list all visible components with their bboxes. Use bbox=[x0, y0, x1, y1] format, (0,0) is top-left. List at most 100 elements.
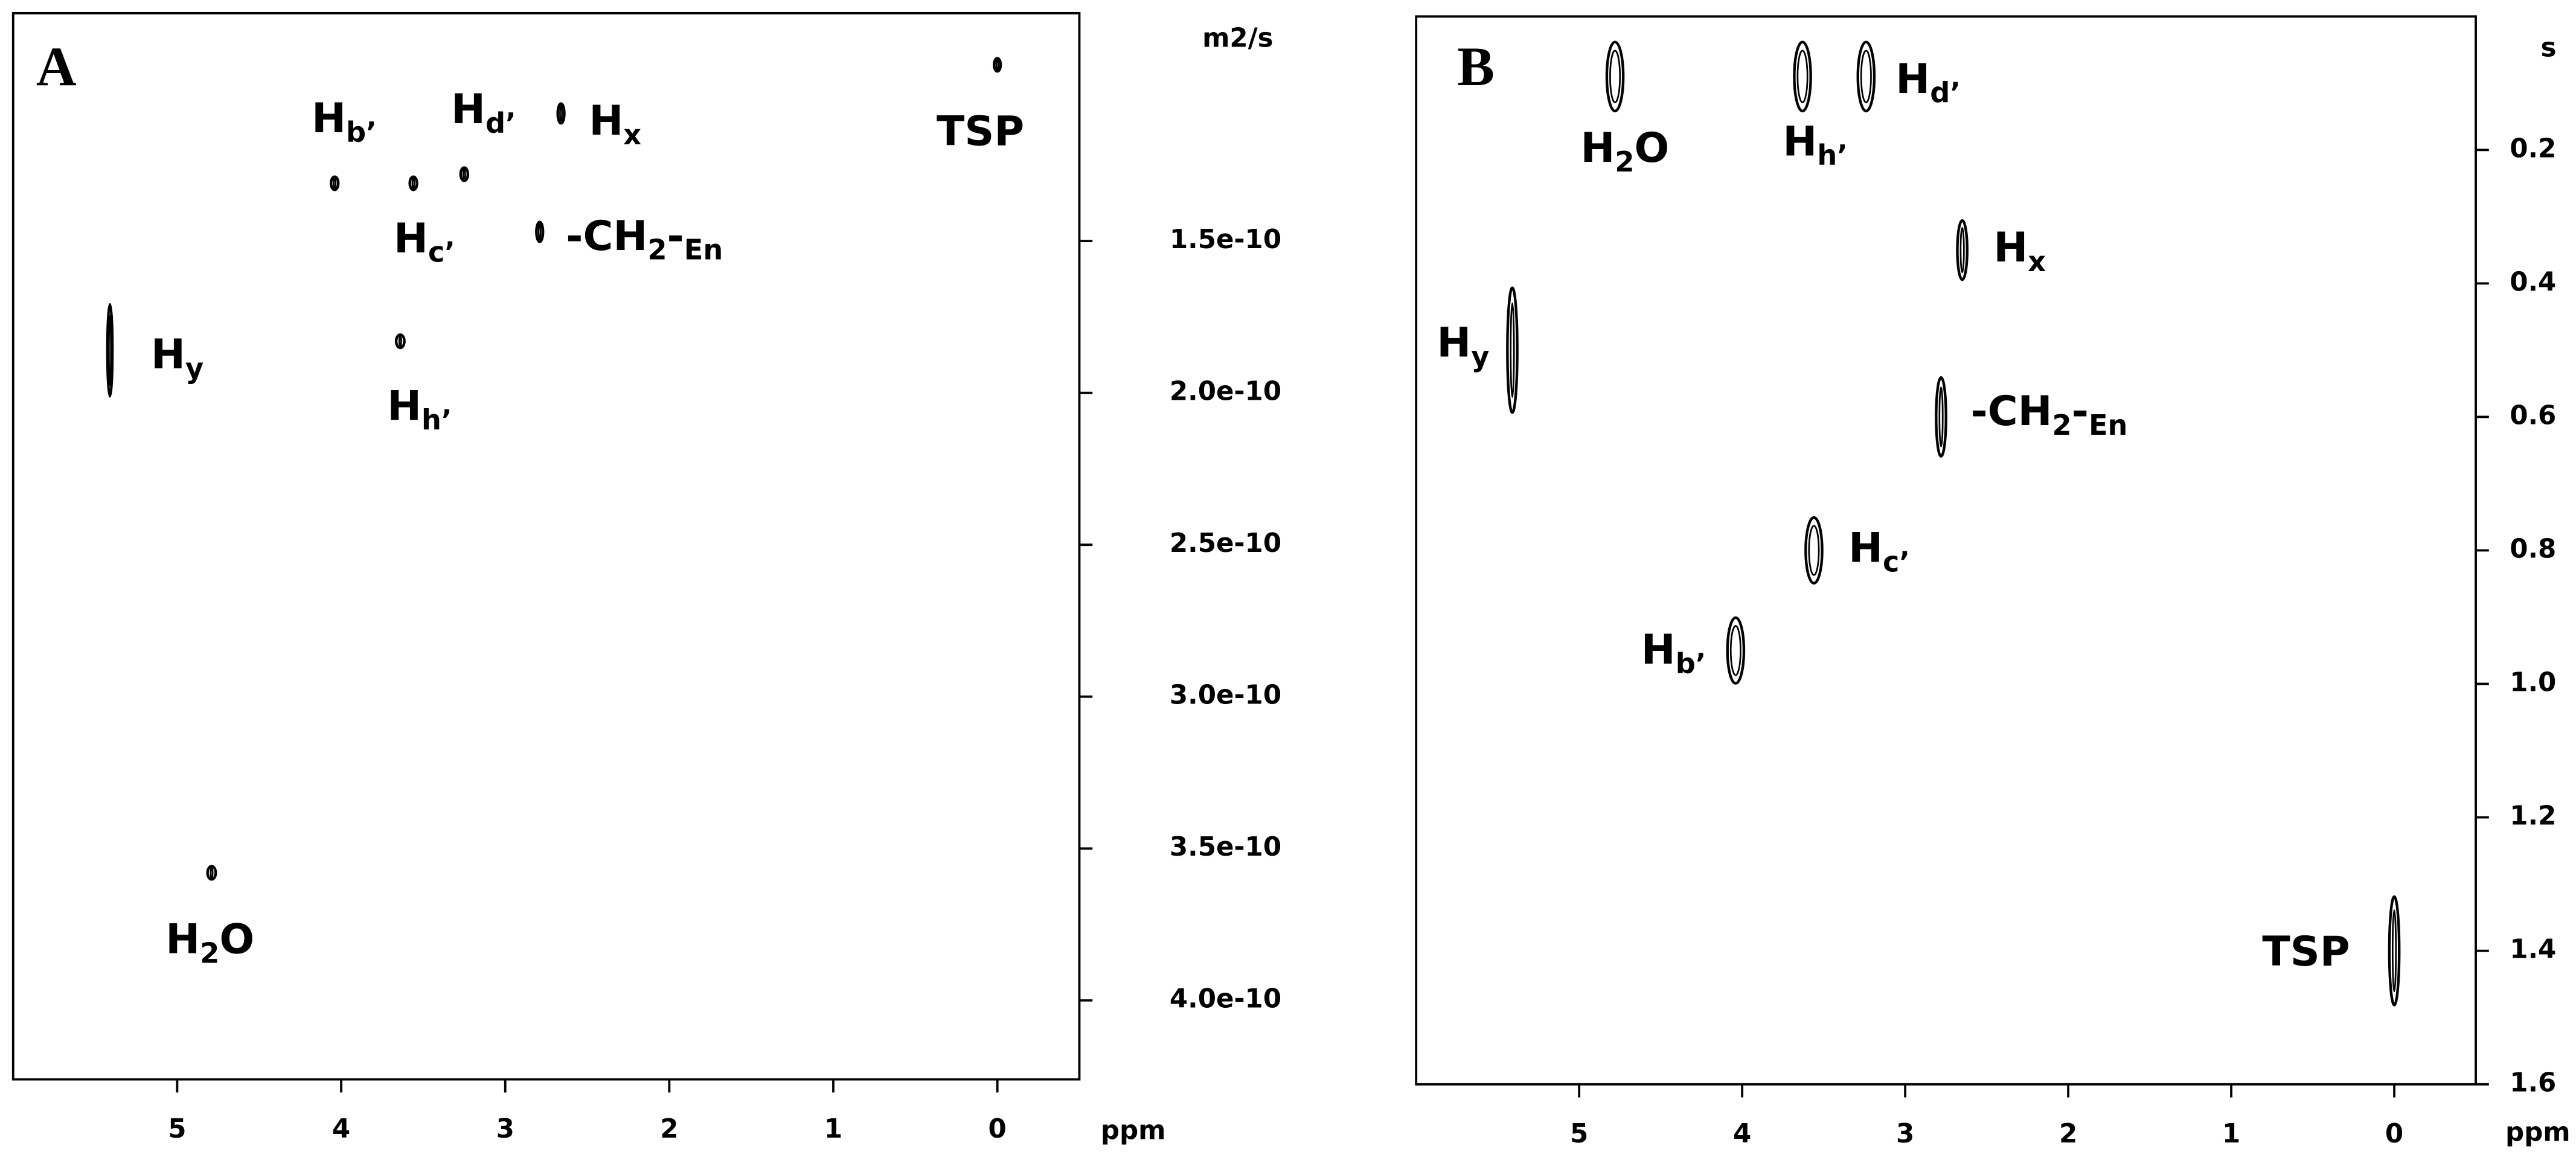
peak-core bbox=[462, 168, 466, 180]
label-text: H bbox=[1895, 55, 1930, 103]
label-subscript: 2 bbox=[200, 937, 219, 969]
label-text: TSP bbox=[2262, 928, 2350, 976]
peak-core bbox=[1959, 227, 1965, 274]
y-tick-label: 1.2 bbox=[2510, 801, 2556, 831]
x-axis-label: ppm bbox=[1101, 1116, 1166, 1146]
peak-contour bbox=[2388, 895, 2401, 1007]
peak-contour bbox=[206, 865, 217, 881]
y-tick-label: 2.5e-10 bbox=[1170, 528, 1281, 559]
x-tick-label: 0 bbox=[2385, 1119, 2403, 1149]
label-text: H bbox=[165, 915, 200, 963]
label-subscript: h’ bbox=[1817, 139, 1848, 171]
panel-label: A bbox=[36, 36, 77, 98]
label-subscript: d’ bbox=[1930, 76, 1961, 109]
y-tick-label: 1.5e-10 bbox=[1170, 225, 1281, 255]
label-subscript: 2 bbox=[647, 233, 667, 266]
label-text: O bbox=[219, 915, 254, 963]
y-tick-label: 0.2 bbox=[2510, 133, 2556, 164]
y-tick-label: 4.0e-10 bbox=[1170, 984, 1281, 1014]
peak-contour bbox=[1935, 376, 1947, 458]
x-tick-label: 4 bbox=[1733, 1119, 1751, 1149]
x-tick-label: 3 bbox=[1896, 1119, 1914, 1149]
y-tick-label: 0.6 bbox=[2510, 400, 2556, 431]
label-text: H bbox=[151, 331, 185, 379]
y-tick-label: 1.0 bbox=[2510, 668, 2556, 698]
x-tick-label: 1 bbox=[2222, 1119, 2240, 1149]
peak-contour bbox=[1506, 286, 1519, 414]
peak-label: Hx bbox=[1993, 224, 2046, 278]
label-text: H bbox=[312, 95, 346, 143]
peak-label: Hd’ bbox=[451, 86, 516, 139]
x-tick-label: 4 bbox=[332, 1114, 350, 1144]
peak-label: Hx bbox=[589, 97, 641, 151]
x-tick-label: 5 bbox=[168, 1114, 186, 1144]
label-text: - bbox=[2072, 388, 2089, 435]
peak-core bbox=[995, 59, 999, 71]
peak-label: Hh’ bbox=[387, 382, 452, 436]
x-tick-label: 3 bbox=[496, 1114, 514, 1144]
peak-contour bbox=[1804, 516, 1824, 585]
peak-label: Hc’ bbox=[1848, 524, 1910, 578]
peak-label: -CH2-En bbox=[566, 212, 723, 266]
peak-contour bbox=[330, 175, 340, 191]
panel-label: B bbox=[1457, 36, 1495, 98]
peak-core bbox=[1808, 525, 1820, 576]
peak-contour bbox=[556, 102, 566, 125]
peak-contour bbox=[993, 57, 1002, 73]
peak-contour bbox=[535, 220, 545, 243]
x-tick-label: 0 bbox=[988, 1114, 1007, 1144]
x-tick-label: 2 bbox=[2059, 1119, 2077, 1149]
label-subscript: 2 bbox=[1615, 145, 1634, 178]
peak-contour bbox=[1956, 219, 1969, 281]
plot-frame bbox=[1415, 15, 2477, 1086]
peak-label: H2O bbox=[1580, 124, 1669, 178]
peak-contour bbox=[1726, 616, 1746, 685]
peak-contour bbox=[1605, 40, 1625, 113]
peak-core bbox=[1938, 386, 1944, 447]
label-subscript: b’ bbox=[346, 115, 377, 148]
peak-core bbox=[411, 178, 415, 190]
label-text: H bbox=[1437, 319, 1471, 367]
label-text: H bbox=[451, 86, 485, 133]
peak-core bbox=[1860, 50, 1872, 103]
peak-core bbox=[1729, 625, 1741, 676]
peak-core bbox=[537, 223, 542, 240]
y-axis-unit: m2/s bbox=[1202, 23, 1273, 53]
label-subscript: c’ bbox=[1883, 545, 1910, 578]
peak-label: Hy bbox=[151, 331, 203, 385]
label-text: H bbox=[1993, 224, 2028, 272]
y-tick-label: 3.5e-10 bbox=[1170, 832, 1281, 862]
label-text: H bbox=[589, 97, 623, 145]
y-tick-label: 0.4 bbox=[2510, 267, 2556, 297]
label-subscript: x bbox=[2028, 245, 2046, 277]
peak-contour bbox=[1793, 40, 1812, 113]
y-tick-label: 2.0e-10 bbox=[1170, 377, 1281, 407]
label-subscript: d’ bbox=[485, 106, 516, 139]
peak-contour bbox=[106, 303, 114, 398]
y-tick-label: 0.8 bbox=[2510, 534, 2556, 564]
peak-label: TSP bbox=[937, 107, 1024, 155]
label-text: - bbox=[667, 212, 684, 260]
peak-core bbox=[333, 178, 337, 190]
peak-label: -CH2-En bbox=[1970, 388, 2127, 441]
y-tick-label: 1.4 bbox=[2510, 935, 2556, 965]
peak-core bbox=[2391, 909, 2397, 993]
peak-core bbox=[398, 335, 402, 347]
peak-label: Hh’ bbox=[1783, 118, 1847, 171]
peak-core bbox=[1796, 50, 1809, 103]
label-text: O bbox=[1635, 124, 1670, 172]
plot-frame bbox=[11, 11, 1081, 1081]
label-text: H bbox=[1580, 124, 1615, 172]
y-tick-label: 3.0e-10 bbox=[1170, 681, 1281, 711]
peak-contour bbox=[1856, 40, 1876, 113]
peak-label: TSP bbox=[2262, 928, 2350, 976]
peak-label: Hd’ bbox=[1895, 55, 1961, 109]
panel: A 5 4 3 2 1 0 1.5e-10 2.0e-10 2.5e-10 3.0e-10 3.5e-… bbox=[11, 11, 1281, 1146]
label-text: H bbox=[394, 214, 428, 262]
x-tick-label: 5 bbox=[1570, 1119, 1588, 1149]
peak-label: Hb’ bbox=[1641, 626, 1706, 680]
peak-contour bbox=[394, 333, 406, 350]
